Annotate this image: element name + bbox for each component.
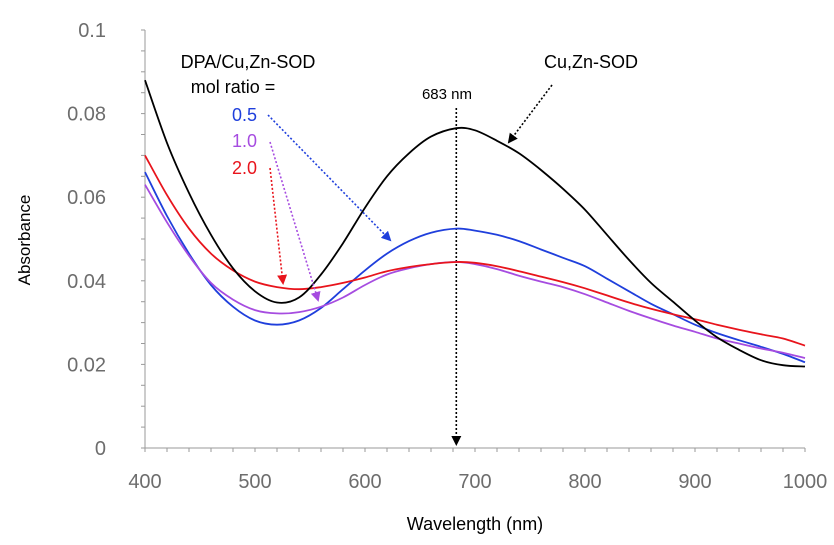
y-tick-label: 0.06 — [67, 187, 106, 209]
y-tick-label: 0.04 — [67, 271, 106, 293]
series-group — [144, 79, 806, 368]
y-tick-label: 0.02 — [67, 354, 106, 376]
series-line-1-0 — [144, 184, 806, 359]
ratio-label-2-0: 2.0 — [232, 158, 257, 178]
y-axis-title: Absorbance — [15, 195, 34, 286]
x-tick-label: 500 — [238, 471, 271, 493]
y-tick-label: 0.1 — [78, 20, 106, 42]
series-line-2-0 — [144, 154, 806, 347]
minor-ticks — [141, 29, 806, 452]
y-tick-labels: 0 0.02 0.04 0.06 0.08 0.1 — [67, 20, 106, 460]
x-tick-label: 900 — [678, 471, 711, 493]
ratio-label-1-0: 1.0 — [232, 131, 257, 151]
x-tick-label: 400 — [128, 471, 161, 493]
x-axis-title: Wavelength (nm) — [407, 514, 543, 534]
series-line-cu-zn-sod — [144, 79, 806, 368]
arrow-to-ratio-1-0 — [269, 141, 321, 302]
arrow-to-ratio-2-0 — [269, 167, 288, 285]
ratio-heading-line2: mol ratio = — [191, 77, 276, 97]
x-tick-label: 600 — [348, 471, 381, 493]
ratio-label-0-5: 0.5 — [232, 105, 257, 125]
x-tick-label: 700 — [458, 471, 491, 493]
arrow-to-ratio-0-5 — [267, 114, 392, 242]
y-tick-label: 0 — [95, 438, 106, 460]
ratio-heading-line1: DPA/Cu,Zn-SOD — [181, 52, 316, 72]
enzyme-label: Cu,Zn-SOD — [544, 52, 638, 72]
series-line-0-5 — [144, 171, 806, 364]
peak-label: 683 nm — [422, 86, 472, 103]
x-tick-labels: 400 500 600 700 800 900 1000 — [128, 471, 827, 493]
y-tick-label: 0.08 — [67, 104, 106, 126]
x-tick-label: 1000 — [783, 471, 828, 493]
x-tick-label: 800 — [568, 471, 601, 493]
arrow-to-cuzn-sod — [507, 84, 553, 144]
